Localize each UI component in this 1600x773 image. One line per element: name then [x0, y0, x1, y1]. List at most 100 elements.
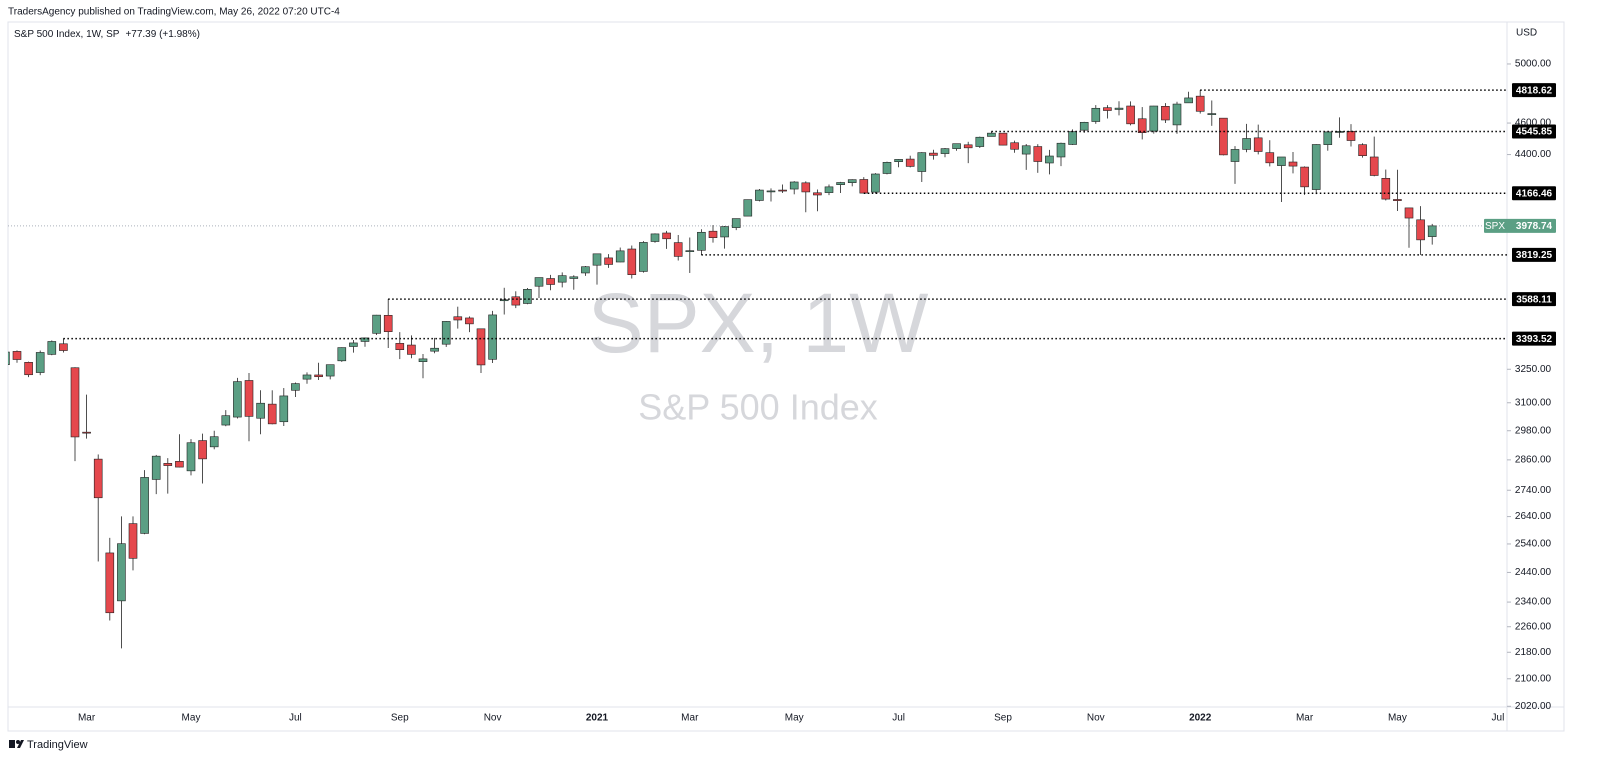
candle-body — [1033, 146, 1043, 162]
x-tick-label: Mar — [1296, 713, 1314, 724]
candle-body — [569, 276, 579, 279]
candle-body — [697, 231, 706, 251]
candle-body — [186, 442, 196, 472]
candle-body — [1253, 137, 1263, 152]
y-tick-label: 2440.00 — [1515, 567, 1552, 578]
candle-body — [1393, 199, 1402, 201]
candle-body — [615, 250, 625, 263]
candle-body — [1161, 106, 1170, 121]
candle-body — [581, 266, 590, 274]
candle-body — [24, 362, 33, 376]
candle-body — [1416, 219, 1425, 241]
level-label: 3819.25 — [1516, 250, 1553, 261]
candle-body — [685, 250, 695, 252]
candle-body — [499, 299, 509, 302]
candle-body — [743, 199, 753, 217]
y-tick-label: 2340.00 — [1515, 597, 1552, 608]
candle-body — [209, 436, 219, 448]
candle-body — [511, 296, 521, 306]
last-price-value: 3978.74 — [1516, 221, 1553, 232]
candle-body — [140, 477, 149, 534]
y-tick-label: 5000.00 — [1515, 59, 1552, 70]
candle-body — [1172, 103, 1182, 126]
x-tick-label: Sep — [994, 713, 1012, 724]
y-tick-label: 3100.00 — [1515, 397, 1552, 408]
candle-body — [465, 317, 474, 325]
candle-body — [998, 132, 1008, 146]
candle-body — [59, 343, 68, 351]
y-tick-label: 3250.00 — [1515, 364, 1552, 375]
watermark-symbol: SPX, 1W — [588, 276, 929, 370]
candle-body — [940, 148, 950, 154]
x-tick-label: Sep — [391, 713, 409, 724]
candle-body — [917, 152, 927, 172]
candle-body — [801, 182, 811, 193]
candle-body — [720, 226, 729, 238]
candle-body — [1369, 156, 1379, 176]
level-label-box — [1512, 186, 1556, 201]
x-tick-label: May — [785, 713, 804, 724]
candle-body — [1103, 107, 1112, 111]
candle-body — [1056, 142, 1066, 158]
candle-body — [1149, 105, 1159, 132]
candle-body — [1381, 178, 1391, 200]
candle-body — [163, 463, 173, 466]
legend-name: S&P 500 Index, 1W, SP — [14, 29, 120, 40]
candle-body — [151, 455, 161, 480]
candle-body — [534, 277, 544, 287]
legend-change: +77.39 (+1.98%) — [125, 29, 200, 40]
candle-body — [824, 186, 834, 193]
candle-body — [604, 257, 613, 265]
candle-body — [221, 415, 231, 426]
candle-body — [337, 347, 347, 362]
candle-body — [407, 344, 416, 355]
candle-body — [198, 440, 207, 460]
candle-body — [82, 431, 91, 434]
candle-body — [975, 136, 985, 147]
candle-body — [1358, 144, 1367, 156]
level-label: 3393.52 — [1516, 334, 1553, 345]
x-tick-label: 2021 — [586, 713, 609, 724]
watermark-name: S&P 500 Index — [638, 387, 878, 428]
x-tick-label: Jul — [1492, 713, 1505, 724]
candle-body — [557, 275, 567, 283]
y-tick-label: 2540.00 — [1515, 539, 1552, 550]
candle-body — [639, 242, 648, 272]
candle-body — [987, 132, 996, 137]
candle-body — [847, 179, 857, 183]
candle-body — [128, 523, 138, 559]
candle-body — [627, 248, 637, 275]
candle-body — [905, 158, 915, 167]
level-label-box — [1512, 247, 1556, 262]
candle-body — [546, 278, 555, 285]
candle-body — [650, 233, 660, 242]
y-tick-label: 4400.00 — [1515, 149, 1552, 160]
candle-body — [1311, 144, 1321, 190]
candle-body — [325, 364, 335, 377]
x-tick-label: Nov — [484, 713, 502, 724]
level-label: 4166.46 — [1516, 188, 1553, 199]
candle-body — [1045, 155, 1054, 164]
candle-body — [267, 403, 277, 425]
x-tick-label: May — [182, 713, 201, 724]
candle-body — [383, 315, 393, 332]
candle-body — [871, 173, 880, 193]
candle-body — [360, 337, 370, 342]
candle-body — [256, 402, 265, 419]
publish-header: TradersAgency published on TradingView.c… — [8, 7, 340, 18]
candle-body — [314, 374, 323, 378]
y-tick-label: 2260.00 — [1515, 621, 1552, 632]
candle-body — [1137, 118, 1147, 133]
candle-body — [233, 381, 242, 418]
candle-body — [1091, 107, 1101, 122]
candle-body — [523, 289, 532, 304]
candle-body — [592, 253, 602, 266]
candle-body — [952, 143, 961, 149]
candle-body — [1126, 105, 1135, 125]
y-tick-label: 2740.00 — [1515, 485, 1552, 496]
level-label-box — [1512, 292, 1556, 307]
candle-body — [430, 347, 439, 352]
candle-body — [1242, 138, 1251, 150]
